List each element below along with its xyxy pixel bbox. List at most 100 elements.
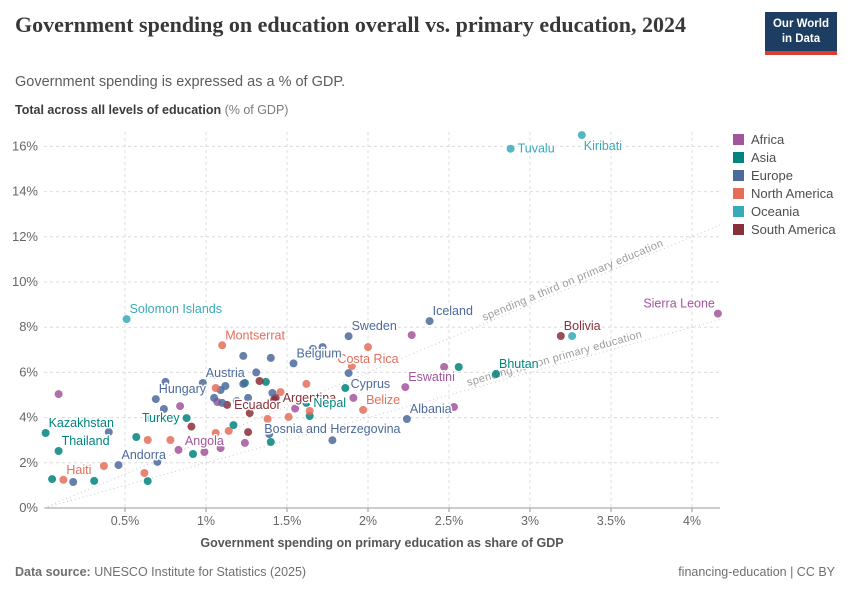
data-point[interactable]	[245, 409, 254, 418]
data-point[interactable]	[99, 462, 108, 470]
data-point[interactable]	[318, 343, 327, 352]
data-point[interactable]	[211, 429, 220, 437]
country-label-costa-rica[interactable]: Costa Rica	[336, 351, 400, 368]
country-label-albania[interactable]: Albania	[408, 401, 453, 418]
data-point-kiribati[interactable]	[577, 131, 586, 140]
owid-logo[interactable]: Our World in Data	[764, 12, 837, 55]
data-point[interactable]	[90, 476, 99, 485]
data-point[interactable]	[568, 332, 577, 340]
country-label-turkey[interactable]: Turkey	[140, 410, 181, 427]
data-point-hungary[interactable]	[151, 395, 160, 404]
legend-item-north-america[interactable]: North America	[733, 184, 836, 202]
legend-item-africa[interactable]: Africa	[733, 130, 836, 148]
data-point[interactable]	[143, 477, 152, 486]
country-label-haiti[interactable]: Haiti	[65, 461, 93, 478]
data-point[interactable]	[266, 438, 275, 446]
data-point[interactable]	[349, 393, 358, 402]
country-label-ecuador[interactable]: Ecuador	[233, 396, 283, 413]
data-point-costa-rica[interactable]	[364, 343, 372, 352]
data-point[interactable]	[255, 377, 264, 385]
data-point[interactable]	[166, 436, 175, 444]
data-point-solomon-islands[interactable]	[122, 315, 131, 324]
data-point-montserrat[interactable]	[218, 341, 227, 350]
country-label-bhutan[interactable]: Bhutan	[498, 356, 541, 373]
data-point[interactable]	[268, 389, 277, 397]
data-point-thailand[interactable]	[54, 447, 63, 455]
data-point[interactable]	[54, 390, 63, 399]
data-point[interactable]	[153, 457, 162, 466]
data-point[interactable]	[239, 351, 248, 360]
data-point[interactable]	[69, 478, 78, 486]
data-point-tuvalu[interactable]	[506, 144, 515, 153]
data-point-andorra[interactable]	[114, 461, 123, 470]
legend-item-europe[interactable]: Europe	[733, 166, 836, 184]
data-point-nepal[interactable]	[302, 398, 311, 407]
data-point[interactable]	[48, 475, 57, 484]
data-point[interactable]	[189, 450, 197, 458]
country-label-kazakhstan[interactable]: Kazakhstan	[47, 415, 115, 432]
data-point[interactable]	[221, 382, 230, 390]
data-point[interactable]	[449, 403, 458, 411]
legend-item-asia[interactable]: Asia	[733, 148, 836, 166]
data-point[interactable]	[341, 384, 350, 392]
data-point-belgium[interactable]	[289, 359, 298, 368]
data-point-eswatini[interactable]	[401, 383, 410, 392]
data-point-sierra-leone[interactable]	[713, 309, 722, 318]
data-point[interactable]	[244, 393, 253, 402]
data-point[interactable]	[143, 413, 152, 422]
country-label-eswatini[interactable]: Eswatini	[407, 369, 457, 386]
country-label-belgium[interactable]: Belgium	[295, 345, 343, 362]
country-label-sweden[interactable]: Sweden	[350, 318, 398, 335]
data-point[interactable]	[263, 415, 272, 423]
country-label-nepal[interactable]: Nepal	[312, 394, 348, 411]
data-point[interactable]	[308, 344, 317, 353]
data-point[interactable]	[261, 377, 270, 386]
data-point[interactable]	[407, 331, 416, 340]
data-point[interactable]	[320, 400, 329, 408]
data-point-haiti[interactable]	[59, 475, 68, 484]
data-point[interactable]	[159, 405, 168, 413]
country-label-belize[interactable]: Belize	[365, 391, 402, 408]
data-point-angola[interactable]	[200, 448, 209, 456]
data-point[interactable]	[291, 404, 300, 413]
data-point[interactable]	[284, 412, 293, 421]
data-point[interactable]	[229, 421, 238, 430]
data-point[interactable]	[104, 428, 113, 437]
country-label-montserrat[interactable]: Montserrat	[224, 327, 287, 344]
country-label-hungary[interactable]: Hungary	[157, 381, 208, 398]
data-point[interactable]	[224, 426, 233, 435]
data-point-albania[interactable]	[402, 415, 411, 423]
data-point[interactable]	[210, 370, 219, 379]
data-point[interactable]	[176, 402, 185, 411]
data-point[interactable]	[266, 353, 275, 362]
legend-item-south-america[interactable]: South America	[733, 220, 836, 238]
legend-item-oceania[interactable]: Oceania	[733, 202, 836, 220]
data-point[interactable]	[143, 436, 152, 444]
country-label-cyprus[interactable]: Cyprus	[349, 376, 392, 393]
data-point[interactable]	[174, 445, 183, 454]
data-point[interactable]	[244, 428, 253, 437]
data-point-turkey[interactable]	[182, 414, 191, 423]
data-point-kazakhstan[interactable]	[41, 429, 50, 437]
country-label-iceland[interactable]: Iceland	[431, 303, 474, 320]
data-point-sweden[interactable]	[344, 332, 353, 341]
data-point[interactable]	[187, 422, 196, 431]
data-point[interactable]	[302, 379, 311, 388]
country-label-bosnia-and-herzegovina[interactable]: Bosnia and Herzegovina	[263, 421, 402, 438]
country-label-solomon-islands[interactable]: Solomon Islands	[128, 301, 223, 318]
country-label-kiribati[interactable]: Kiribati	[582, 138, 623, 155]
data-point[interactable]	[454, 363, 463, 371]
data-point[interactable]	[276, 388, 285, 397]
data-point[interactable]	[216, 444, 225, 453]
footer-license[interactable]: financing-education | CC BY	[678, 565, 835, 579]
data-point[interactable]	[140, 469, 149, 477]
data-point[interactable]	[240, 438, 249, 447]
data-point-iceland[interactable]	[425, 317, 434, 326]
data-point[interactable]	[218, 398, 227, 407]
country-label-bolivia[interactable]: Bolivia	[562, 318, 602, 335]
country-label-andorra[interactable]: Andorra	[120, 447, 168, 464]
data-point[interactable]	[305, 407, 314, 415]
data-point[interactable]	[265, 430, 274, 439]
data-point[interactable]	[252, 368, 261, 377]
data-point-bolivia[interactable]	[556, 332, 565, 340]
